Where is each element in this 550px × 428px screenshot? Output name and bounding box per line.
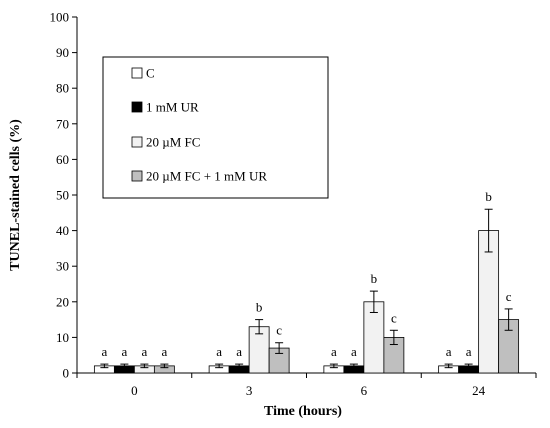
significance-letter: a bbox=[446, 344, 452, 359]
significance-letter: a bbox=[216, 344, 222, 359]
legend-swatch bbox=[131, 170, 143, 182]
significance-letter: c bbox=[391, 310, 397, 325]
significance-letter: a bbox=[101, 344, 107, 359]
legend-label: 20 µM FC + 1 mM UR bbox=[146, 169, 267, 184]
significance-letter: a bbox=[331, 344, 337, 359]
significance-letter: a bbox=[121, 344, 127, 359]
y-tick-label: 100 bbox=[50, 10, 70, 25]
legend: C 1 mM UR 20 µM FC 20 µM FC + 1 mM UR bbox=[102, 56, 329, 199]
y-tick-label: 10 bbox=[56, 330, 69, 345]
legend-swatch bbox=[131, 67, 143, 79]
significance-letter: b bbox=[485, 189, 492, 204]
x-tick-label: 24 bbox=[472, 383, 486, 398]
bars bbox=[93, 230, 520, 374]
significance-letter: c bbox=[506, 289, 512, 304]
x-axis-title: Time (hours) bbox=[264, 404, 342, 419]
y-axis: 0 10 20 30 40 50 60 70 80 90 100 bbox=[50, 10, 78, 381]
y-tick-label: 70 bbox=[56, 116, 69, 131]
y-tick-label: 40 bbox=[56, 223, 69, 238]
legend-label: 20 µM FC bbox=[146, 135, 200, 150]
x-tick-label: 0 bbox=[131, 383, 138, 398]
significance-letter: a bbox=[466, 344, 472, 359]
significance-letter: a bbox=[236, 344, 242, 359]
significance-letter: b bbox=[256, 300, 263, 315]
legend-label: 1 mM UR bbox=[146, 100, 199, 115]
y-tick-label: 20 bbox=[56, 294, 69, 309]
x-axis: 0 3 6 24 bbox=[76, 372, 537, 398]
legend-label: C bbox=[146, 66, 155, 81]
significance-letter: a bbox=[161, 344, 167, 359]
significance-letter: b bbox=[371, 271, 378, 286]
significance-letter: c bbox=[276, 323, 282, 338]
y-tick-label: 50 bbox=[56, 188, 69, 203]
legend-swatch bbox=[131, 136, 143, 148]
error-bars bbox=[100, 208, 513, 369]
significance-letter: a bbox=[351, 344, 357, 359]
x-tick-label: 3 bbox=[246, 383, 253, 398]
y-tick-label: 90 bbox=[56, 45, 69, 60]
y-axis-title: TUNEL-stained cells (%) bbox=[8, 119, 23, 271]
y-tick-label: 60 bbox=[56, 152, 69, 167]
significance-letter: a bbox=[141, 344, 147, 359]
x-tick-label: 6 bbox=[361, 383, 368, 398]
y-tick-label: 80 bbox=[56, 81, 69, 96]
legend-swatch bbox=[131, 101, 143, 113]
y-tick-label: 30 bbox=[56, 259, 69, 274]
y-tick-label: 0 bbox=[63, 366, 70, 381]
